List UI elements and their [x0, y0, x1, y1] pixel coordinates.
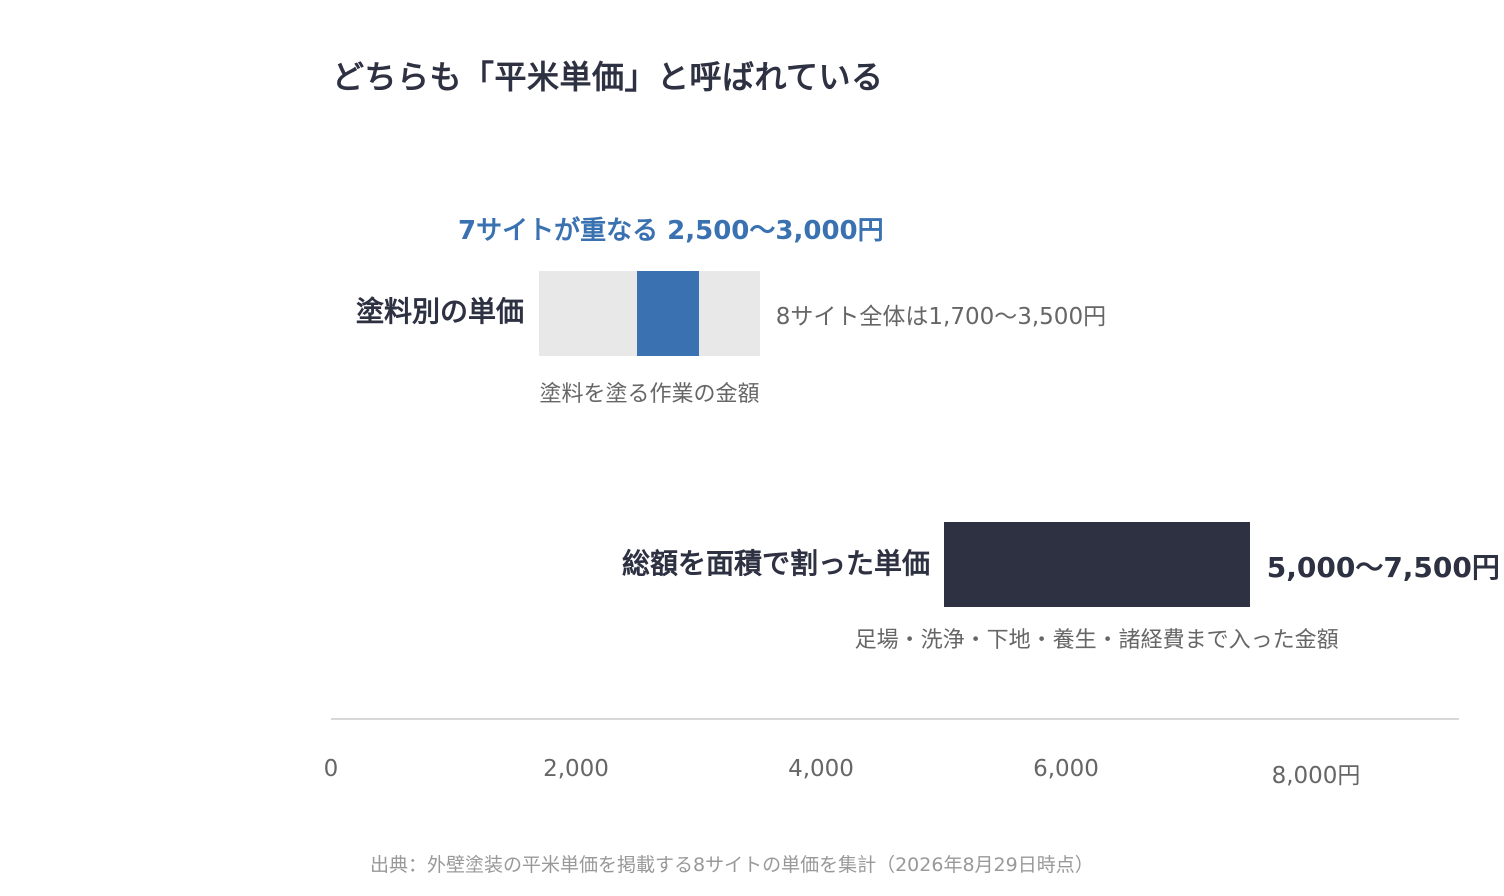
range-label-total-per-area: 5,000〜7,500円: [1266, 551, 1500, 584]
note-paint-unit-price: 塗料を塗る作業の金額: [539, 382, 760, 407]
range-label-paint-unit-price: 8サイト全体は1,700〜3,500円: [775, 304, 1107, 330]
bar-total-per-area-range: [943, 522, 1250, 607]
row-label-total-per-area: 総額を面積で割った単価: [621, 547, 930, 580]
chart-title: どちらも「平米単価」と呼ばれている: [332, 58, 884, 96]
row-label-paint-unit-price: 塗料別の単価: [355, 295, 524, 328]
x-tick-label: 0: [323, 756, 339, 782]
x-axis-line: [331, 718, 1459, 720]
bar-paint-unit-price-overlap: [637, 271, 699, 356]
x-tick-label: 6,000: [1033, 756, 1099, 782]
x-tick-label: 8,000円: [1271, 763, 1361, 789]
x-tick-label: 2,000: [543, 756, 609, 782]
x-tick-label: 4,000: [788, 756, 854, 782]
note-total-per-area: 足場・洗浄・下地・養生・諸経費まで入った金額: [854, 628, 1339, 653]
overlap-annotation: 7サイトが重なる 2,500〜3,000円: [458, 216, 884, 246]
source-note: 出典：外壁塗装の平米単価を掲載する8サイトの単価を集計（2026年8月29日時点…: [370, 854, 1094, 876]
